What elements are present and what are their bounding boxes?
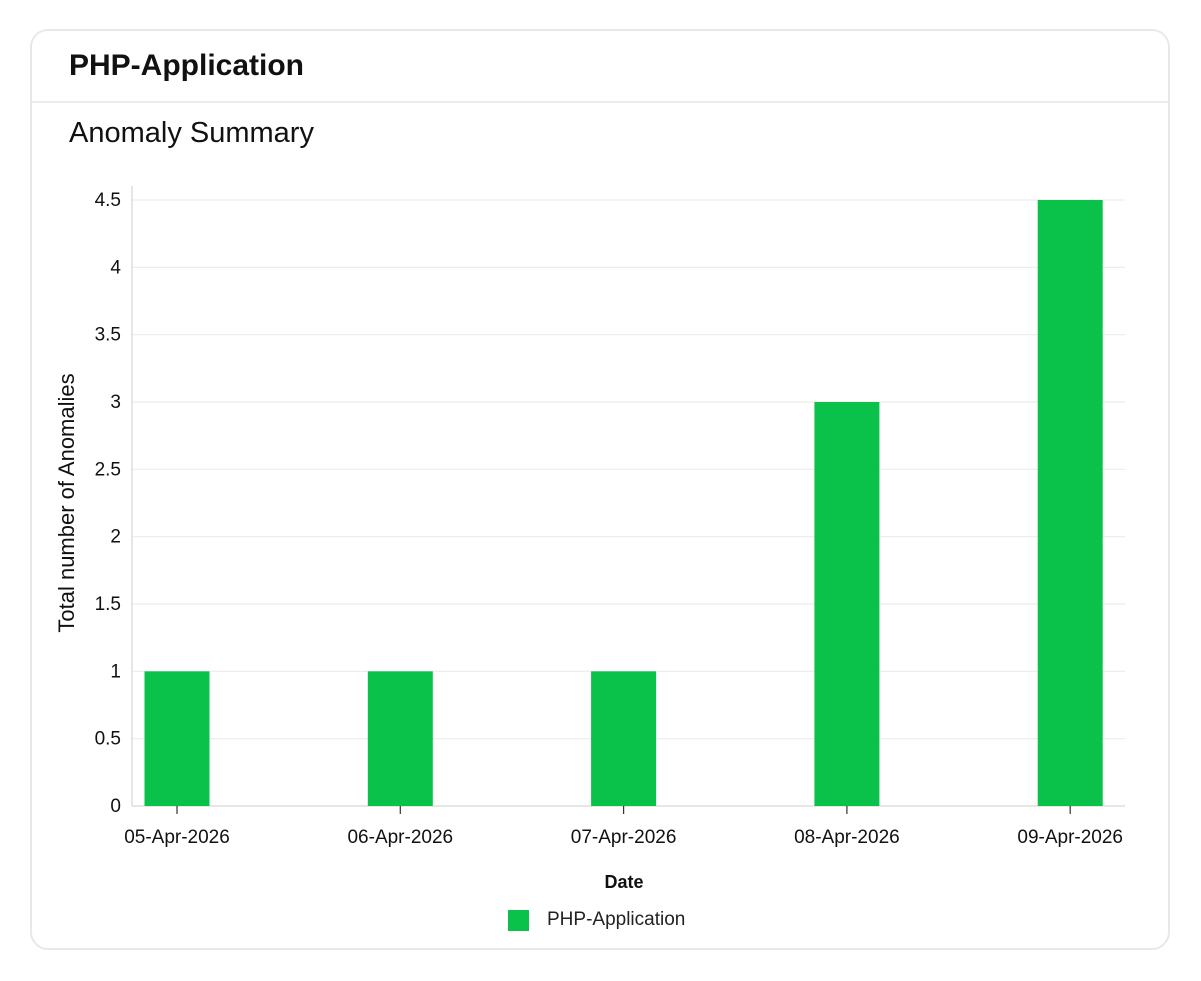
chart-legend[interactable]: PHP-Application: [508, 909, 685, 931]
card-header: PHP-Application: [32, 31, 1168, 103]
y-axis-label: Total number of Anomalies: [54, 373, 79, 632]
bar-08-Apr-2026: [814, 402, 880, 806]
x-tick-label: 09-Apr-2026: [1017, 827, 1123, 848]
x-tick-label: 05-Apr-2026: [124, 827, 230, 848]
bar-05-Apr-2026: [144, 671, 210, 806]
x-tick-label: 07-Apr-2026: [571, 827, 677, 848]
bar-09-Apr-2026: [1037, 200, 1103, 806]
legend-label: PHP-Application: [547, 909, 686, 930]
y-tick-label: 4.5: [95, 190, 121, 211]
y-tick-label: 4: [110, 257, 121, 278]
y-tick-label: 0.5: [95, 729, 121, 750]
y-tick-label: 2: [110, 527, 121, 548]
bar-06-Apr-2026: [367, 671, 433, 806]
x-tick-label: 08-Apr-2026: [794, 827, 900, 848]
y-tick-label: 2.5: [95, 459, 121, 480]
card-title: PHP-Application: [69, 49, 305, 82]
y-tick-label: 1: [110, 661, 121, 682]
y-tick-label: 3: [110, 392, 121, 413]
section-title: Anomaly Summary: [69, 117, 314, 149]
bar-07-Apr-2026: [591, 671, 657, 806]
y-tick-label: 3.5: [95, 325, 121, 346]
x-tick-label: 06-Apr-2026: [347, 827, 453, 848]
legend-swatch: [508, 909, 529, 931]
x-axis-label: Date: [604, 872, 643, 892]
y-tick-label: 0: [110, 796, 121, 817]
y-tick-label: 1.5: [95, 594, 121, 615]
